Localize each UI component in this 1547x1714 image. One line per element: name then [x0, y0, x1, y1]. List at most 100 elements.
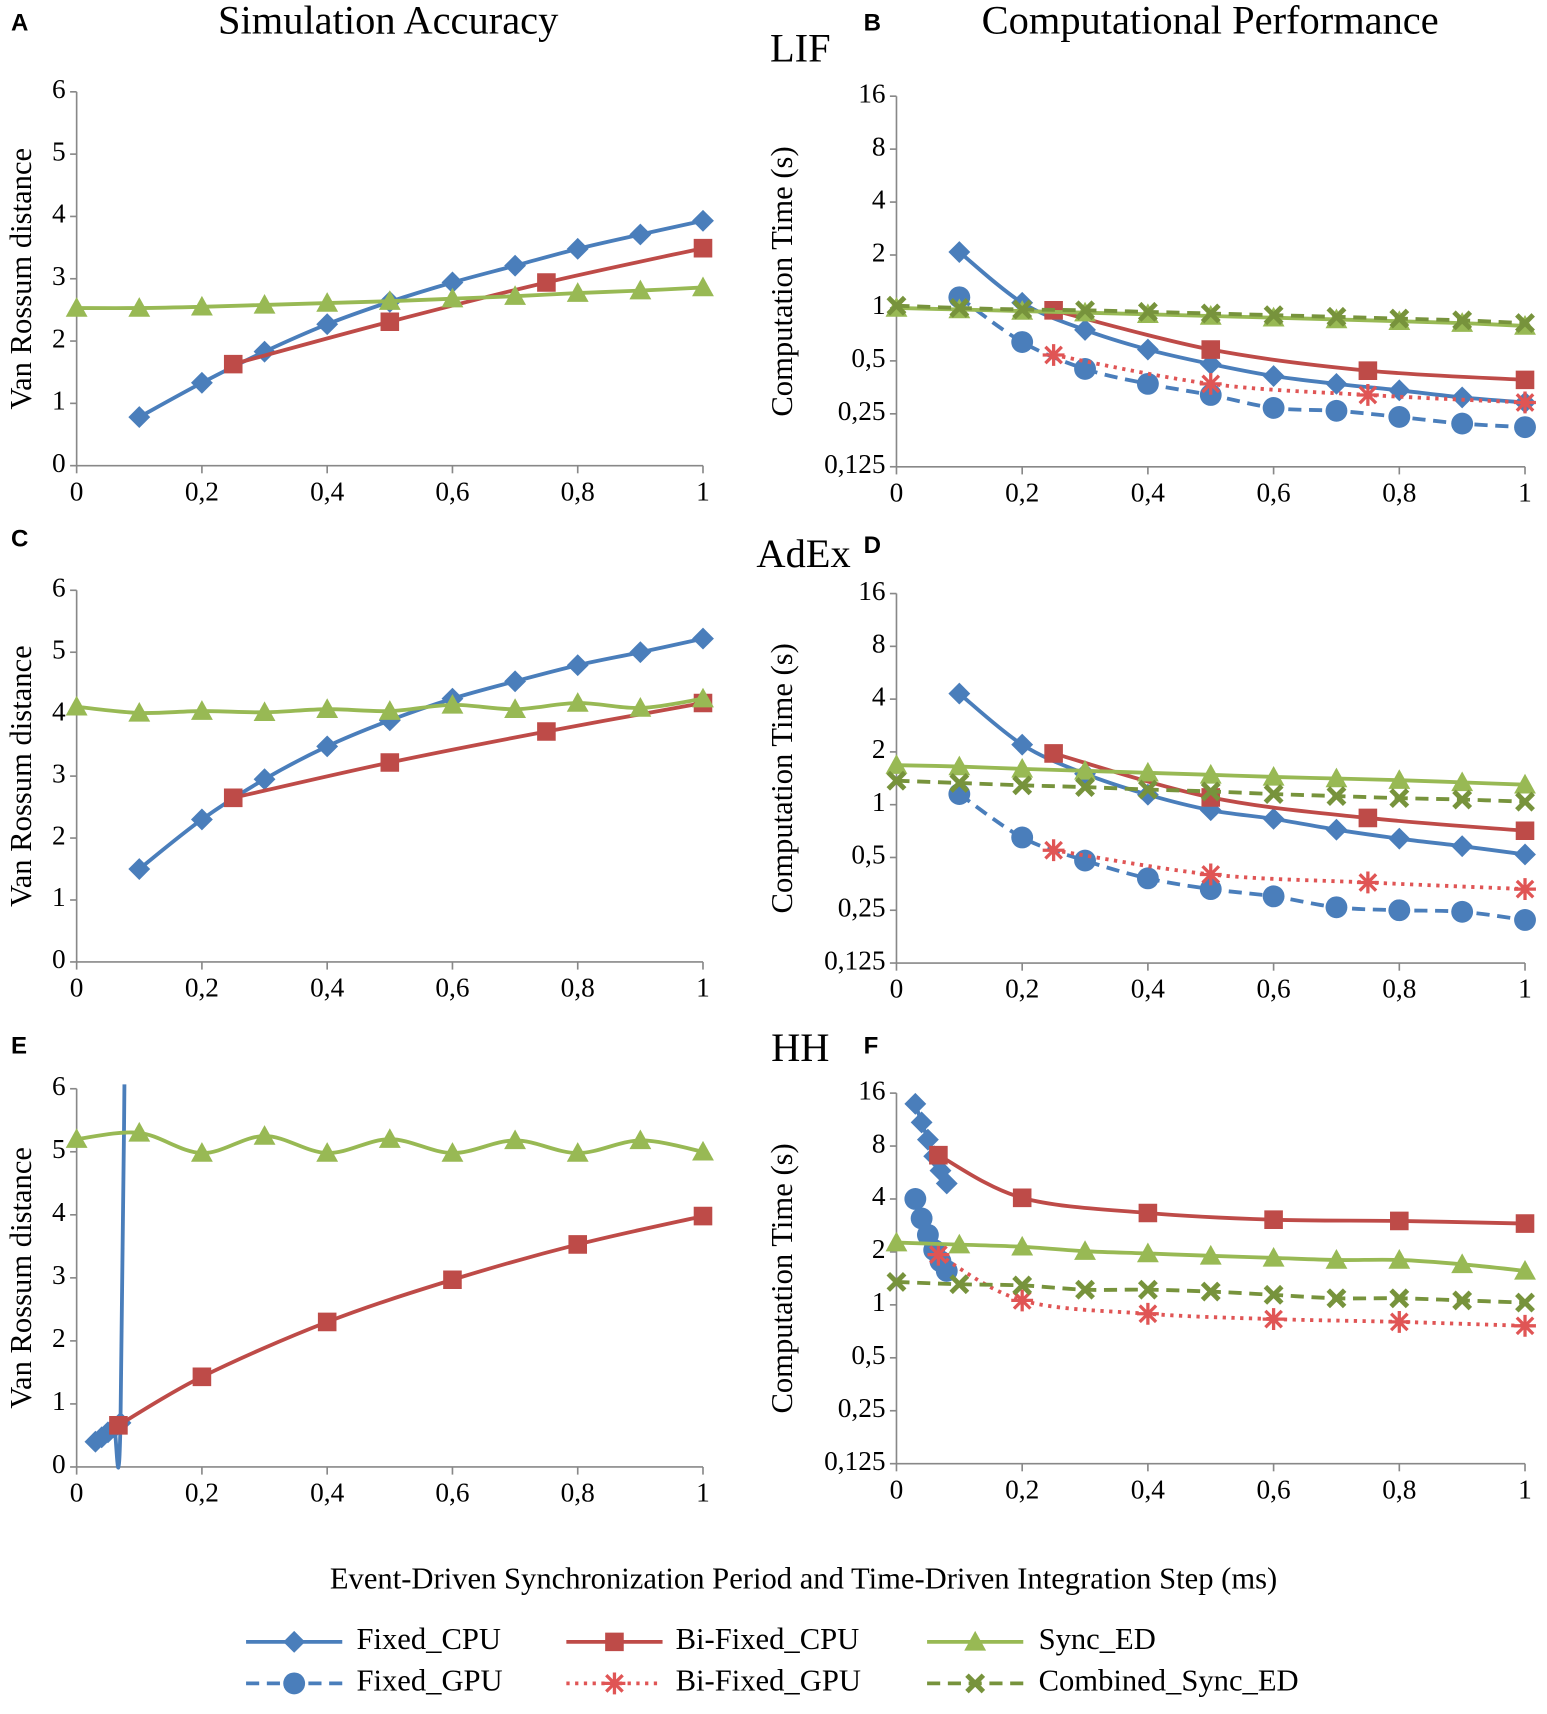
marker — [1325, 767, 1348, 788]
marker — [1262, 397, 1285, 419]
x-tick-label: 1 — [696, 476, 710, 506]
y-tick-label: 1 — [872, 787, 886, 817]
marker — [1388, 1249, 1411, 1269]
y-tick-label: 8 — [872, 1128, 886, 1158]
marker — [1262, 885, 1285, 908]
x-tick-label: 0 — [70, 1478, 84, 1508]
y-tick-label: 5 — [52, 136, 66, 166]
marker — [1075, 1279, 1095, 1300]
marker — [1044, 744, 1063, 763]
x-tick-label: 0,6 — [1257, 1474, 1291, 1504]
series-line — [138, 636, 704, 871]
marker — [568, 1235, 588, 1254]
marker — [1199, 863, 1222, 886]
y-tick-label: 0,25 — [838, 893, 886, 923]
y-tick-label: 4 — [872, 1181, 886, 1211]
marker — [441, 693, 464, 714]
marker — [1514, 773, 1536, 794]
marker — [886, 295, 907, 316]
marker — [927, 1243, 950, 1266]
marker — [886, 770, 907, 791]
marker — [190, 1142, 213, 1162]
y-tick-label: 16 — [858, 576, 885, 606]
panel-label: A — [11, 9, 28, 36]
marker — [1042, 839, 1065, 862]
marker — [380, 312, 400, 332]
panel-label: D — [864, 532, 881, 559]
plot-area — [885, 682, 1536, 931]
plot-area — [65, 627, 714, 880]
marker — [1451, 412, 1474, 435]
y-axis-label: Van Rossum distance — [4, 148, 38, 410]
marker — [1136, 867, 1159, 890]
y-tick-label: 0,125 — [824, 449, 885, 479]
marker — [629, 641, 652, 664]
marker — [1451, 771, 1474, 792]
legend-marker — [283, 1672, 306, 1695]
x-tick-label: 0 — [890, 974, 904, 1004]
x-tick-label: 1 — [1518, 477, 1532, 507]
marker — [885, 1231, 908, 1252]
marker — [904, 1188, 927, 1210]
marker — [566, 654, 589, 677]
y-axis-label: Van Rossum distance — [4, 645, 38, 907]
y-tick-label: 6 — [52, 74, 66, 104]
legend-marker — [605, 1632, 624, 1652]
marker — [378, 700, 401, 720]
marker — [566, 282, 589, 302]
y-tick-label: 4 — [52, 1197, 66, 1227]
marker — [1136, 1302, 1159, 1325]
y-tick-label: 1 — [52, 882, 66, 912]
marker — [1514, 909, 1536, 931]
x-tick-label: 0 — [890, 1474, 904, 1504]
marker — [692, 1140, 714, 1161]
plot-area — [885, 1092, 1536, 1337]
marker — [1201, 340, 1221, 359]
marker — [192, 1367, 212, 1387]
x-tick-label: 0,6 — [435, 476, 469, 506]
marker — [1263, 1284, 1284, 1305]
y-tick-label: 4 — [52, 696, 66, 726]
marker — [629, 1129, 652, 1150]
marker — [190, 371, 213, 394]
panel-label: C — [11, 525, 28, 552]
marker — [948, 1233, 971, 1254]
marker — [537, 273, 556, 292]
marker — [504, 254, 527, 277]
marker — [1325, 399, 1348, 422]
series-line — [138, 218, 704, 419]
y-tick-label: 8 — [872, 629, 886, 659]
marker — [1137, 779, 1158, 800]
marker — [1451, 1253, 1474, 1274]
x-tick-label: 0 — [70, 973, 84, 1003]
legend-label: Fixed_CPU — [356, 1622, 500, 1656]
marker — [378, 1128, 401, 1148]
y-tick-label: 0,5 — [851, 1340, 885, 1370]
marker — [128, 858, 151, 880]
marker — [1075, 300, 1095, 321]
marker — [504, 1129, 527, 1150]
marker — [253, 293, 276, 314]
legend-marker — [965, 1673, 986, 1694]
panel-label: B — [864, 9, 881, 36]
legend-label: Sync_ED — [1039, 1622, 1156, 1656]
marker — [566, 1142, 589, 1162]
x-tick-label: 0,4 — [310, 476, 344, 506]
x-tick-label: 0,8 — [561, 973, 595, 1003]
y-axis-label: Computation Time (s) — [765, 643, 799, 913]
marker — [1388, 899, 1411, 922]
marker — [190, 808, 213, 831]
marker — [1358, 808, 1378, 828]
plot-area — [885, 241, 1536, 439]
marker — [1074, 1240, 1096, 1260]
marker — [1263, 784, 1284, 804]
x-axis-label: Event-Driven Synchronization Period and … — [330, 1562, 1277, 1596]
y-tick-label: 2 — [52, 323, 66, 353]
legend-marker — [283, 1630, 306, 1653]
x-tick-label: 0,2 — [185, 476, 219, 506]
series-line — [232, 701, 704, 800]
marker — [1074, 759, 1096, 780]
legend-marker — [603, 1672, 626, 1695]
panel-label: E — [11, 1033, 27, 1060]
marker — [629, 223, 652, 246]
